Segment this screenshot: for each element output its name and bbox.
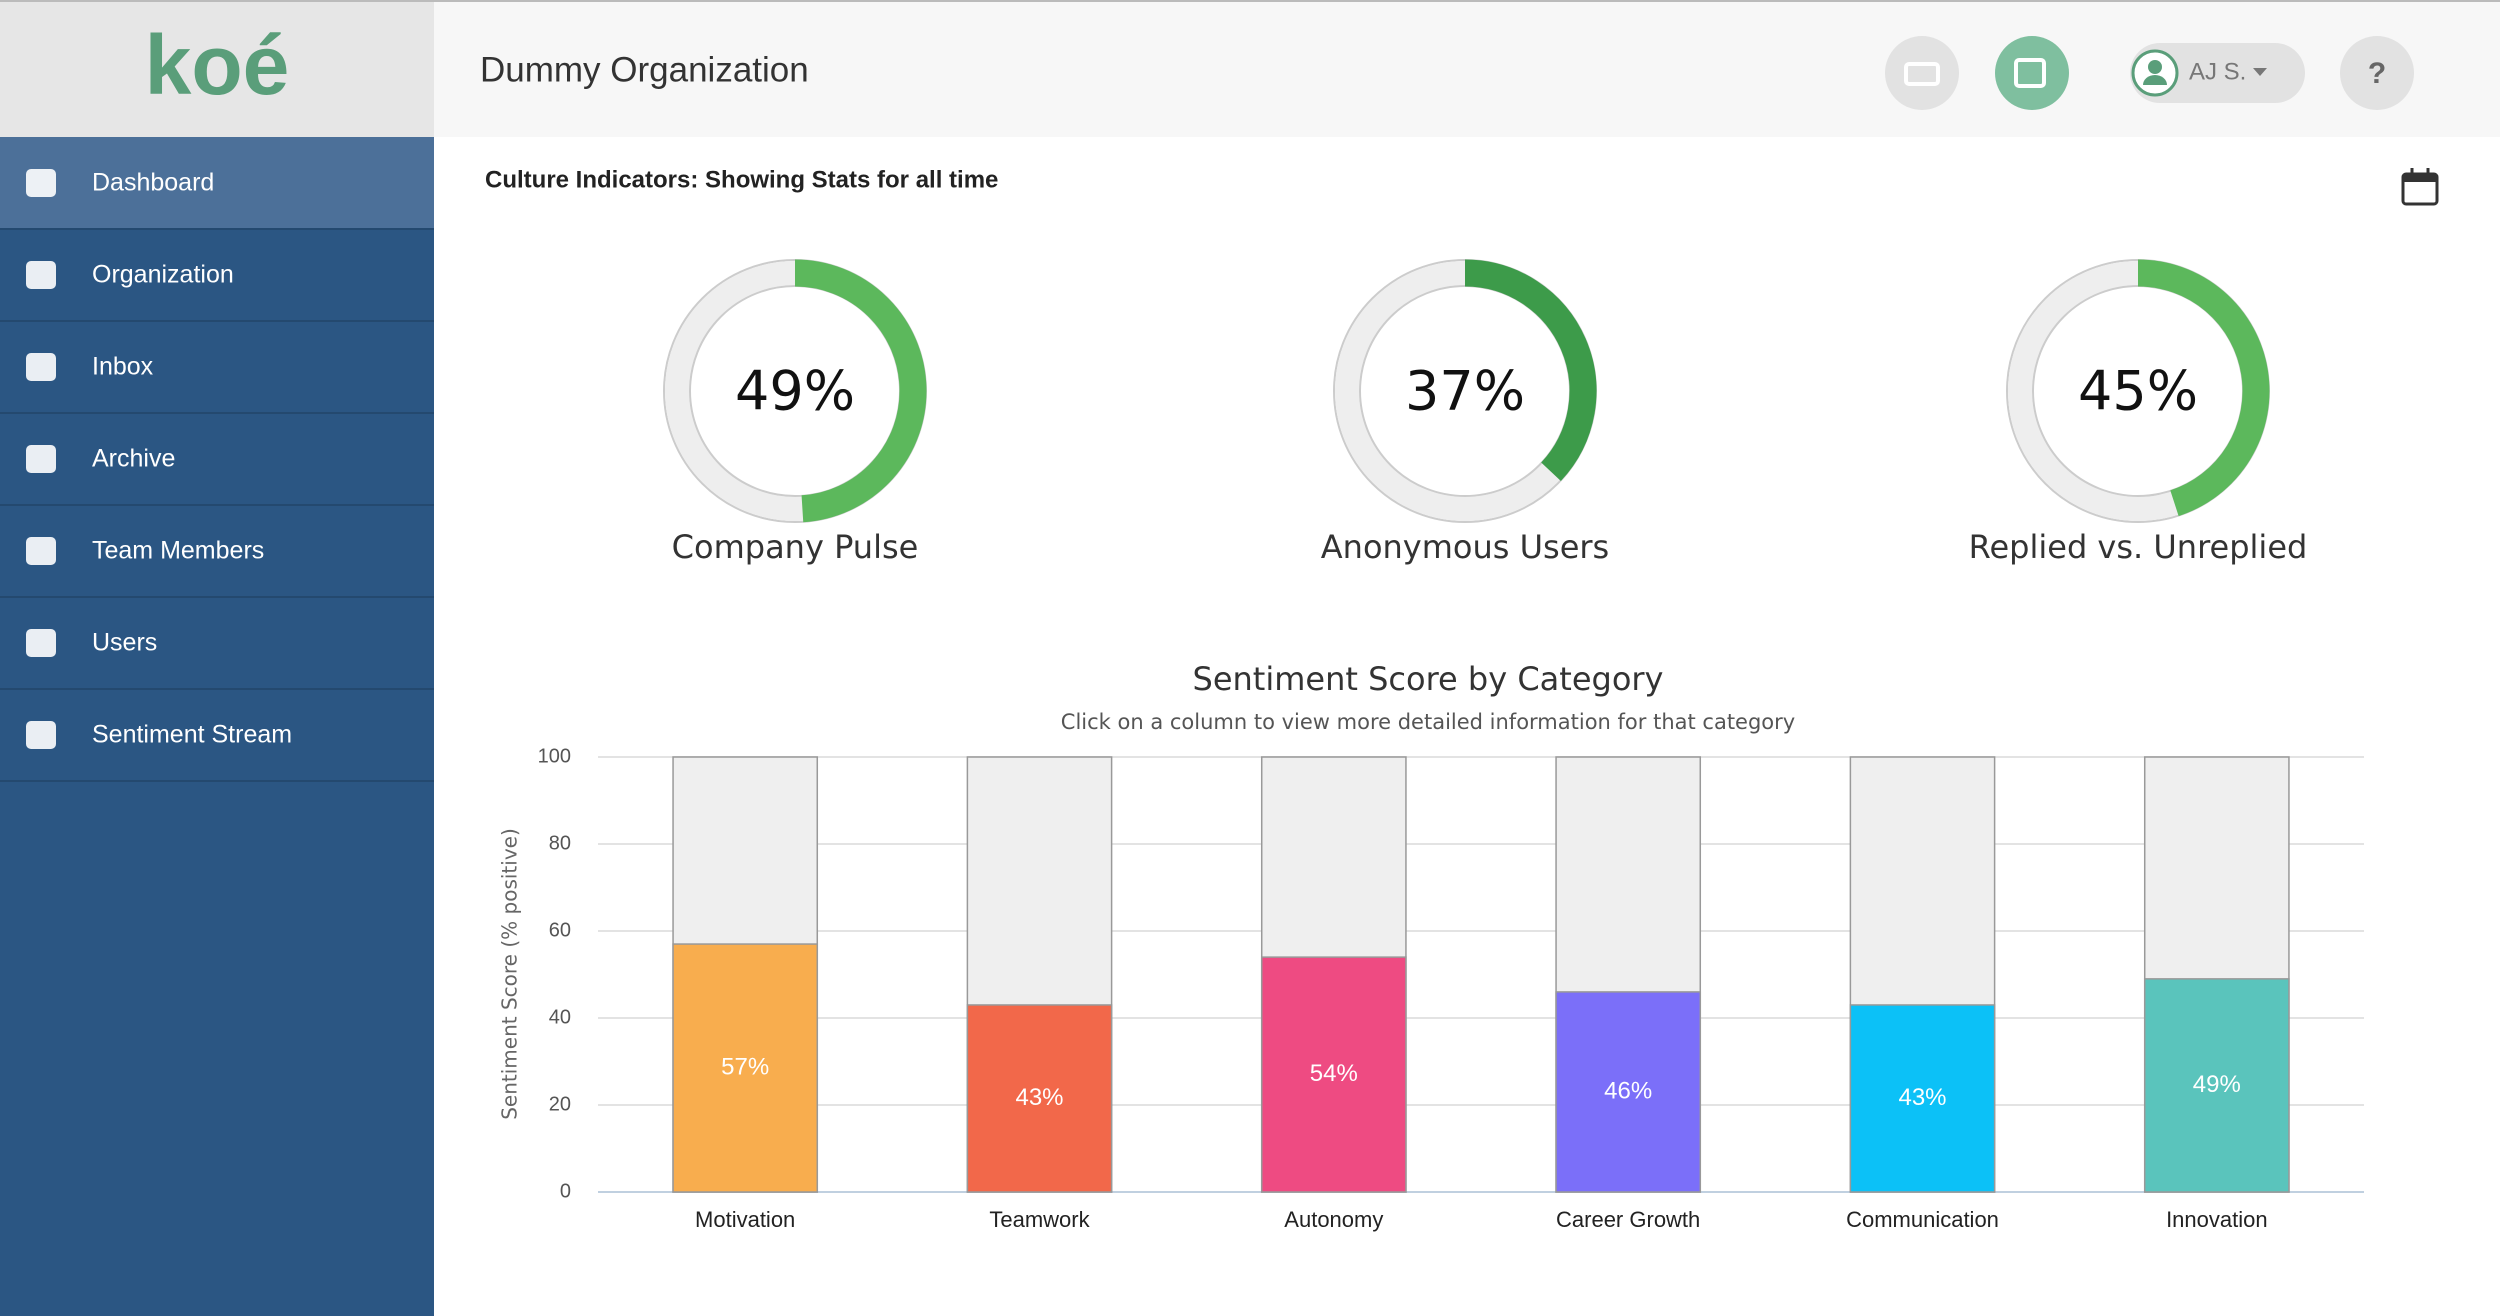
bar-value-label: 49% bbox=[2193, 1071, 2241, 1098]
gauge-value: 45% bbox=[2078, 360, 2198, 423]
bar[interactable] bbox=[1555, 991, 1702, 1193]
nav-label: Users bbox=[92, 629, 157, 657]
avatar-body bbox=[2143, 75, 2167, 85]
user-name: AJ S. bbox=[2189, 58, 2246, 85]
nav-item[interactable]: Archive bbox=[0, 445, 434, 506]
nav-item[interactable]: Inbox bbox=[0, 353, 434, 414]
gauge-label: Company Pulse bbox=[672, 528, 919, 566]
compose-button[interactable] bbox=[1995, 36, 2069, 110]
logo[interactable]: koé bbox=[145, 18, 290, 112]
nav-label: Sentiment Stream bbox=[92, 721, 292, 749]
y-axis-label: Sentiment Score (% positive) bbox=[498, 828, 522, 1120]
nav-item[interactable]: Dashboard bbox=[0, 169, 434, 230]
nav-icon bbox=[26, 629, 56, 657]
x-tick-label: Autonomy bbox=[1284, 1207, 1383, 1232]
nav-label: Team Members bbox=[92, 537, 264, 565]
y-tick-label: 80 bbox=[549, 832, 571, 854]
nav-icon bbox=[26, 445, 56, 473]
y-tick-label: 0 bbox=[560, 1180, 571, 1202]
calendar-top bbox=[2403, 174, 2437, 182]
x-tick-label: Communication bbox=[1846, 1207, 1999, 1232]
bar-value-label: 57% bbox=[721, 1053, 769, 1080]
bar-value-label: 46% bbox=[1604, 1077, 1652, 1104]
bar[interactable] bbox=[966, 1004, 1113, 1193]
nav-item[interactable]: Users bbox=[0, 629, 434, 690]
nav-icon bbox=[26, 537, 56, 565]
nav-item[interactable]: Sentiment Stream bbox=[0, 721, 434, 782]
user-menu[interactable] bbox=[2130, 43, 2305, 103]
nav-active bbox=[0, 137, 434, 229]
inbox-button[interactable] bbox=[1885, 36, 1959, 110]
nav-label: Organization bbox=[92, 261, 234, 289]
help-button[interactable] bbox=[2340, 36, 2414, 110]
gauge-value: 37% bbox=[1405, 360, 1525, 423]
nav-icon bbox=[26, 169, 56, 197]
dropdown-caret bbox=[2253, 68, 2267, 76]
bar-value-label: 43% bbox=[1015, 1084, 1063, 1111]
chart-title: Sentiment Score by Category bbox=[1193, 660, 1664, 698]
gauge-label: Anonymous Users bbox=[1321, 528, 1609, 566]
bar[interactable] bbox=[1260, 956, 1407, 1193]
x-tick-label: Motivation bbox=[695, 1207, 795, 1232]
bar[interactable] bbox=[672, 943, 819, 1193]
nav-list: Dashboard Organization Inbox Archive Team Me… bbox=[0, 169, 434, 782]
logo-area bbox=[0, 0, 434, 137]
inbox-icon bbox=[1904, 62, 1940, 86]
compose-icon bbox=[2014, 58, 2046, 88]
nav-item[interactable]: Team Members bbox=[0, 537, 434, 598]
nav-item[interactable]: Organization bbox=[0, 261, 434, 322]
gauge-arc bbox=[1464, 259, 1597, 482]
bar-chart: 0 20 40 60 80 100 Motivation 57% Teamwork 43% Auto… bbox=[538, 745, 2364, 1232]
bar[interactable] bbox=[2143, 978, 2290, 1193]
nav-label: Dashboard bbox=[92, 169, 214, 197]
nav-icon bbox=[26, 353, 56, 381]
bar[interactable] bbox=[1849, 1004, 1996, 1193]
gauge-arc bbox=[2137, 259, 2270, 517]
y-tick-label: 20 bbox=[549, 1093, 571, 1115]
org-title: Dummy Organization bbox=[480, 50, 809, 89]
gauge-value: 49% bbox=[735, 360, 855, 423]
indicators: 49% Company Pulse 37% Anonymous Users 45% Rep… bbox=[663, 259, 2308, 566]
y-tick-label: 40 bbox=[549, 1006, 571, 1028]
y-tick-label: 60 bbox=[549, 919, 571, 941]
help-icon: ? bbox=[2368, 57, 2386, 90]
gauge-arc bbox=[794, 259, 927, 523]
nav-label: Inbox bbox=[92, 353, 154, 381]
nav-label: Archive bbox=[92, 445, 175, 473]
section-title: Culture Indicators: Showing Stats for al… bbox=[485, 166, 998, 193]
y-tick-label: 100 bbox=[538, 745, 571, 767]
x-tick-label: Teamwork bbox=[989, 1207, 1090, 1232]
bar-value-label: 43% bbox=[1898, 1084, 1946, 1111]
calendar-button[interactable] bbox=[2401, 168, 2439, 206]
nav-icon bbox=[26, 721, 56, 749]
x-tick-label: Career Growth bbox=[1556, 1207, 1700, 1232]
nav-icon bbox=[26, 261, 56, 289]
gauge-label: Replied vs. Unreplied bbox=[1969, 528, 2308, 566]
avatar-head bbox=[2148, 60, 2162, 74]
x-tick-label: Innovation bbox=[2166, 1207, 2268, 1232]
chart-subtitle: Click on a column to view more detailed … bbox=[1061, 710, 1795, 734]
bar-value-label: 54% bbox=[1310, 1060, 1358, 1087]
